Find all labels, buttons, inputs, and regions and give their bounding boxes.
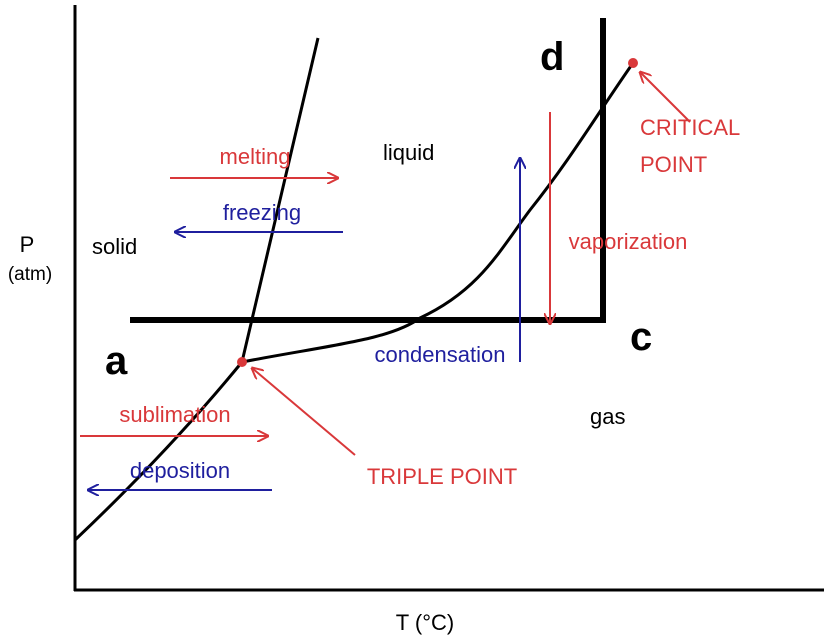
critical-point-arrow <box>640 72 691 123</box>
deposition-label: deposition <box>130 458 230 483</box>
triple-point <box>237 357 247 367</box>
marker-c: c <box>630 315 652 359</box>
triple-point-arrow <box>252 368 356 456</box>
critical-point <box>628 58 638 68</box>
melting-label: melting <box>220 144 291 169</box>
marker-d: d <box>540 35 564 79</box>
y-label: P <box>20 232 35 257</box>
liquid-label: liquid <box>383 140 434 165</box>
solid-liquid-boundary <box>73 37 320 542</box>
solid-label: solid <box>92 234 137 259</box>
condensation-label: condensation <box>375 342 506 367</box>
liquid-gas-boundary <box>241 62 635 364</box>
sublimation-label: sublimation <box>119 402 230 427</box>
y-unit: (atm) <box>8 264 52 285</box>
vaporization-label: vaporization <box>569 229 688 254</box>
triple-point-label: TRIPLE POINT <box>367 464 517 489</box>
freezing-label: freezing <box>223 200 301 225</box>
x-label: T (°C) <box>396 610 455 635</box>
marker-a: a <box>105 339 128 383</box>
critical-point-label: CRITICAL <box>640 115 740 140</box>
gas-label: gas <box>590 404 625 429</box>
critical-point-label: POINT <box>640 152 707 177</box>
